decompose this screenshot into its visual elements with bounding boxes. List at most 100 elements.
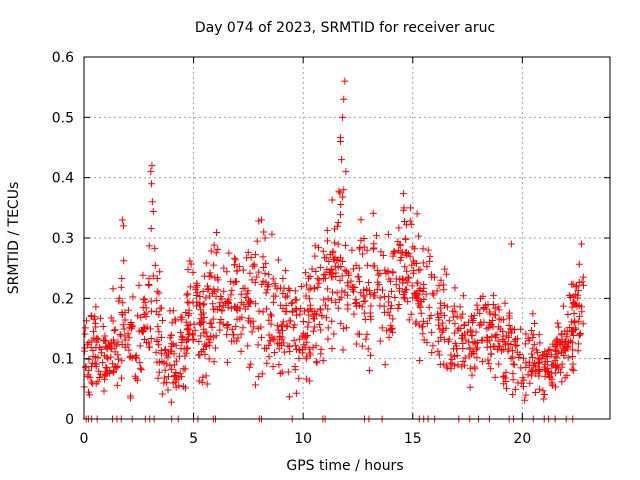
data-point (405, 274, 413, 282)
data-point (378, 324, 386, 332)
data-point (548, 382, 556, 390)
data-point (113, 381, 121, 389)
data-point (334, 218, 342, 226)
data-point (328, 196, 336, 204)
data-point (474, 306, 482, 314)
data-point (202, 294, 210, 302)
data-point (563, 371, 571, 379)
y-axis-label: SRMTID / TECUs (6, 182, 22, 295)
data-point (381, 266, 389, 274)
data-point (359, 250, 367, 258)
data-point (134, 312, 142, 320)
data-point-peak (338, 156, 346, 164)
data-point-peak (341, 77, 349, 85)
data-point (250, 323, 258, 331)
data-point (255, 373, 263, 381)
data-point (428, 328, 436, 336)
data-point (460, 322, 468, 330)
data-point (392, 275, 400, 283)
data-point (355, 301, 363, 309)
data-point (120, 257, 128, 265)
data-point (456, 303, 464, 311)
data-point (239, 324, 247, 332)
data-point (568, 339, 576, 347)
data-point (135, 281, 143, 289)
data-point (466, 345, 474, 353)
data-point (348, 286, 356, 294)
data-point (302, 269, 310, 277)
data-point (278, 333, 286, 341)
data-point (485, 336, 493, 344)
data-point (270, 349, 278, 357)
data-point (435, 351, 443, 359)
data-point (451, 308, 459, 316)
data-point (288, 299, 296, 307)
data-point-peak (340, 186, 348, 194)
data-point (376, 294, 384, 302)
data-point (263, 286, 271, 294)
data-point (170, 361, 178, 369)
data-point (350, 310, 358, 318)
data-point (459, 358, 467, 366)
data-point (139, 271, 147, 279)
data-point (182, 318, 190, 326)
data-point (212, 292, 220, 300)
data-point (423, 319, 431, 327)
data-point (371, 292, 379, 300)
data-point (574, 291, 582, 299)
data-point (110, 367, 118, 375)
data-point (513, 341, 521, 349)
data-point (253, 273, 261, 281)
data-point (526, 379, 534, 387)
data-point (567, 337, 575, 345)
data-point (558, 378, 566, 386)
data-point (513, 348, 521, 356)
data-point (429, 342, 437, 350)
data-point (304, 306, 312, 314)
x-axis-label: GPS time / hours (286, 458, 403, 474)
data-point (273, 322, 281, 330)
data-point (214, 286, 222, 294)
data-point (414, 232, 422, 240)
data-point (530, 340, 538, 348)
data-point (231, 278, 239, 286)
data-point (185, 325, 193, 333)
data-point (379, 251, 387, 259)
data-point (220, 264, 228, 272)
data-point (551, 369, 559, 377)
data-point (505, 345, 513, 353)
data-point-peak (339, 113, 347, 121)
data-point (121, 316, 129, 324)
data-point (153, 274, 161, 282)
data-point (467, 312, 475, 320)
data-point (283, 323, 291, 331)
data-point (184, 298, 192, 306)
data-point (114, 338, 122, 346)
data-point (411, 245, 419, 253)
data-point (179, 365, 187, 373)
data-point (423, 263, 431, 271)
data-point (210, 287, 218, 295)
data-point (107, 345, 115, 353)
data-point (276, 369, 284, 377)
data-point (324, 324, 332, 332)
data-point (578, 308, 586, 316)
data-point (155, 328, 163, 336)
data-point (364, 261, 372, 269)
data-point (362, 335, 370, 343)
data-point (284, 368, 292, 376)
data-point (291, 341, 299, 349)
data-point (209, 300, 217, 308)
data-point (528, 353, 536, 361)
data-points (80, 77, 587, 406)
data-point (129, 293, 137, 301)
data-point (420, 280, 428, 288)
data-point (163, 360, 171, 368)
data-point (87, 343, 95, 351)
data-point (358, 342, 366, 350)
data-point (199, 301, 207, 309)
data-point (132, 351, 140, 359)
data-point (434, 337, 442, 345)
data-point (374, 271, 382, 279)
data-point (145, 275, 153, 283)
